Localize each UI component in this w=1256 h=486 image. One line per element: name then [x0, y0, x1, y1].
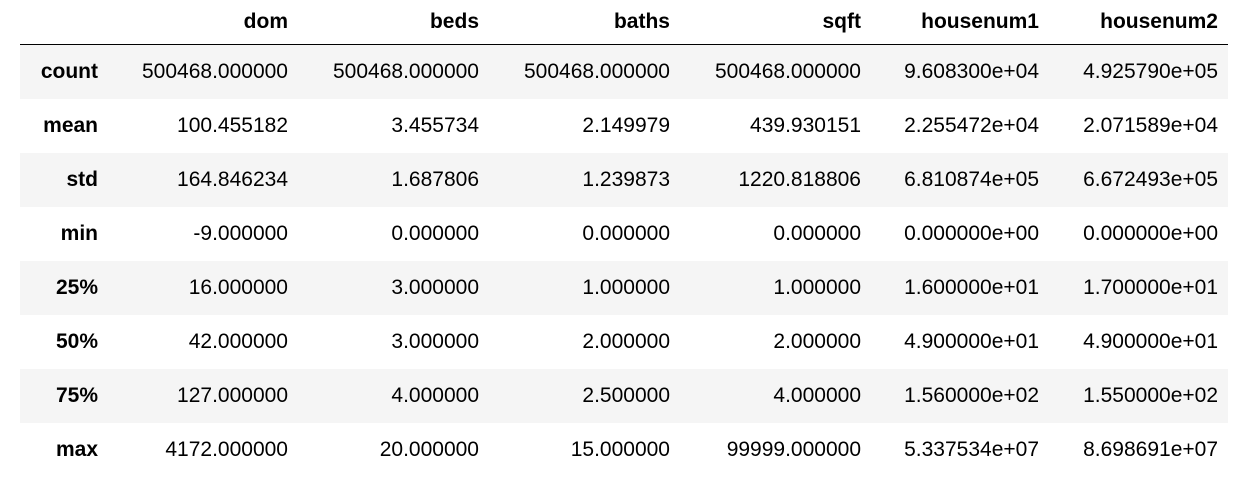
table-cell: 0.000000e+00 [1083, 221, 1218, 245]
column-header: housenum2 [1049, 0, 1228, 45]
table-cell: 100.455182 [177, 113, 288, 137]
table-row: count 500468.000000 500468.000000 500468… [20, 44, 1228, 99]
table-cell: 439.930151 [750, 113, 861, 137]
table-cell: 500468.000000 [333, 59, 479, 83]
table-cell: 99999.000000 [726, 437, 861, 461]
row-label: 50% [55, 329, 98, 353]
table-cell: 6.672493e+05 [1083, 167, 1218, 191]
table-cell: 1.550000e+02 [1083, 383, 1218, 407]
table-cell: 4.900000e+01 [904, 329, 1039, 353]
table-cell: 1.000000 [582, 275, 670, 299]
dataframe-describe-output: dom beds baths sqft housenum1 housenum2 … [20, 0, 1228, 477]
table-cell: 0.000000 [391, 221, 479, 245]
table-row: 75% 127.000000 4.000000 2.500000 4.00000… [20, 368, 1228, 423]
table-cell: 2.000000 [582, 329, 670, 353]
table-cell: 4.000000 [391, 383, 479, 407]
table-cell: 0.000000 [773, 221, 861, 245]
table-row: min -9.000000 0.000000 0.000000 0.000000… [20, 206, 1228, 261]
table-cell: 1.700000e+01 [1083, 275, 1218, 299]
table-cell: 500468.000000 [524, 59, 670, 83]
table-cell: 4.925790e+05 [1083, 59, 1218, 83]
table-cell: 1.600000e+01 [904, 275, 1039, 299]
row-label: count [40, 59, 98, 83]
header-row: dom beds baths sqft housenum1 housenum2 [20, 0, 1228, 45]
column-header: sqft [680, 0, 871, 45]
table-cell: 164.846234 [177, 167, 288, 191]
table-cell: 1220.818806 [738, 167, 861, 191]
table-cell: 1.000000 [773, 275, 861, 299]
table-cell: 8.698691e+07 [1083, 437, 1218, 461]
table-row: std 164.846234 1.687806 1.239873 1220.81… [20, 152, 1228, 207]
row-label: min [60, 221, 98, 245]
table-cell: 6.810874e+05 [904, 167, 1039, 191]
table-cell: 3.000000 [391, 329, 479, 353]
row-label: max [55, 437, 98, 461]
row-label: 25% [55, 275, 98, 299]
row-label: std [66, 167, 99, 191]
row-label: mean [43, 113, 98, 137]
table-cell: 1.560000e+02 [904, 383, 1039, 407]
table-cell: 0.000000 [582, 221, 670, 245]
table-cell: 4.000000 [773, 383, 861, 407]
table-cell: 20.000000 [379, 437, 479, 461]
row-label: 75% [55, 383, 98, 407]
summary-statistics-table: dom beds baths sqft housenum1 housenum2 … [20, 0, 1228, 477]
table-cell: -9.000000 [193, 221, 288, 245]
table-cell: 2.071589e+04 [1083, 113, 1218, 137]
table-cell: 42.000000 [188, 329, 288, 353]
table-cell: 4.900000e+01 [1083, 329, 1218, 353]
table-cell: 500468.000000 [142, 59, 288, 83]
table-cell: 0.000000e+00 [904, 221, 1039, 245]
table-cell: 2.149979 [582, 113, 670, 137]
table-cell: 1.687806 [391, 167, 479, 191]
column-header: baths [489, 0, 680, 45]
table-cell: 16.000000 [188, 275, 288, 299]
table-cell: 9.608300e+04 [904, 59, 1039, 83]
table-header: dom beds baths sqft housenum1 housenum2 [20, 0, 1228, 45]
column-header: dom [108, 0, 298, 45]
index-header-cell [20, 0, 108, 45]
table-cell: 3.455734 [391, 113, 479, 137]
column-header: housenum1 [871, 0, 1049, 45]
table-body: count 500468.000000 500468.000000 500468… [20, 44, 1228, 477]
table-cell: 2.000000 [773, 329, 861, 353]
table-cell: 2.500000 [582, 383, 670, 407]
table-row: max 4172.000000 20.000000 15.000000 9999… [20, 422, 1228, 477]
table-cell: 500468.000000 [715, 59, 861, 83]
table-cell: 127.000000 [177, 383, 288, 407]
table-cell: 2.255472e+04 [904, 113, 1039, 137]
table-cell: 3.000000 [391, 275, 479, 299]
table-cell: 4172.000000 [165, 437, 288, 461]
table-row: 50% 42.000000 3.000000 2.000000 2.000000… [20, 314, 1228, 369]
table-row: 25% 16.000000 3.000000 1.000000 1.000000… [20, 260, 1228, 315]
table-cell: 5.337534e+07 [904, 437, 1039, 461]
column-header: beds [298, 0, 489, 45]
table-row: mean 100.455182 3.455734 2.149979 439.93… [20, 98, 1228, 153]
table-cell: 15.000000 [570, 437, 670, 461]
table-cell: 1.239873 [582, 167, 670, 191]
